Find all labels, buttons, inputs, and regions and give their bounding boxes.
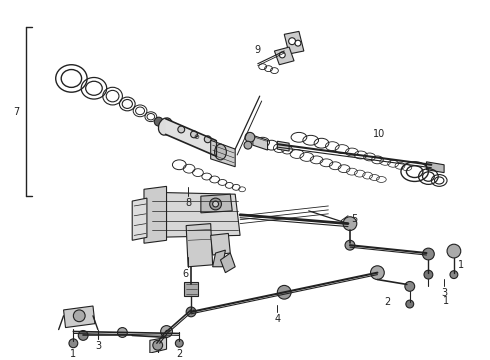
Text: 1: 1: [443, 296, 449, 306]
Circle shape: [74, 310, 85, 322]
Text: ⊕: ⊕: [193, 134, 199, 140]
Polygon shape: [274, 47, 294, 65]
Text: 7: 7: [13, 107, 20, 117]
Polygon shape: [184, 283, 198, 296]
Circle shape: [69, 339, 78, 348]
Text: 4: 4: [274, 314, 280, 324]
Circle shape: [178, 126, 185, 133]
Text: 8: 8: [185, 198, 191, 208]
Polygon shape: [201, 194, 232, 213]
Text: 9: 9: [255, 45, 261, 55]
Circle shape: [345, 240, 355, 250]
Circle shape: [450, 271, 458, 279]
Circle shape: [289, 38, 295, 45]
Circle shape: [161, 122, 167, 127]
Circle shape: [277, 285, 291, 299]
Polygon shape: [150, 192, 240, 237]
Circle shape: [422, 248, 434, 260]
Circle shape: [295, 40, 301, 46]
Polygon shape: [426, 162, 444, 172]
Polygon shape: [144, 186, 167, 243]
Polygon shape: [211, 233, 230, 255]
Circle shape: [161, 325, 172, 337]
Polygon shape: [211, 140, 235, 167]
Text: 6: 6: [182, 269, 188, 279]
Text: 2: 2: [384, 297, 391, 307]
Circle shape: [343, 217, 357, 230]
Ellipse shape: [158, 118, 172, 135]
Circle shape: [424, 270, 433, 279]
Circle shape: [245, 132, 255, 142]
Circle shape: [78, 330, 88, 340]
Polygon shape: [284, 31, 304, 54]
Polygon shape: [213, 250, 225, 267]
Text: 3: 3: [95, 341, 101, 351]
Circle shape: [244, 141, 252, 149]
Polygon shape: [186, 224, 213, 267]
Circle shape: [154, 117, 163, 126]
Circle shape: [406, 300, 414, 308]
Circle shape: [191, 131, 197, 138]
Text: 1: 1: [458, 260, 464, 270]
Circle shape: [204, 136, 211, 143]
Circle shape: [405, 282, 415, 291]
Circle shape: [210, 198, 221, 210]
Circle shape: [153, 340, 163, 350]
Text: 10: 10: [372, 130, 385, 139]
Ellipse shape: [215, 144, 226, 160]
Polygon shape: [132, 198, 147, 240]
Circle shape: [370, 266, 384, 279]
Text: 5: 5: [351, 214, 357, 224]
Polygon shape: [64, 306, 95, 328]
Circle shape: [175, 339, 183, 347]
Text: 1: 1: [70, 349, 76, 359]
Polygon shape: [277, 141, 289, 151]
Circle shape: [154, 357, 162, 360]
Text: 3: 3: [441, 288, 447, 298]
Circle shape: [186, 307, 196, 317]
Polygon shape: [220, 253, 235, 273]
Polygon shape: [253, 135, 268, 150]
Polygon shape: [166, 119, 216, 156]
Text: 2: 2: [176, 349, 182, 359]
Circle shape: [447, 244, 461, 258]
Circle shape: [213, 201, 219, 207]
Circle shape: [118, 328, 127, 337]
Circle shape: [279, 52, 285, 58]
Polygon shape: [150, 337, 167, 353]
